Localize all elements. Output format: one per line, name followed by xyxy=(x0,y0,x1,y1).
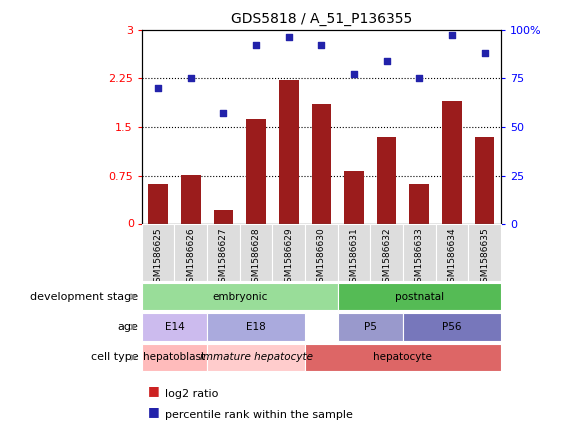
Bar xyxy=(312,104,331,224)
Bar xyxy=(240,224,272,281)
Text: postnatal: postnatal xyxy=(395,291,444,302)
Text: GSM1586630: GSM1586630 xyxy=(317,227,326,288)
Text: embryonic: embryonic xyxy=(212,291,267,302)
Text: GSM1586625: GSM1586625 xyxy=(153,227,163,288)
Bar xyxy=(338,224,371,281)
Text: GSM1586633: GSM1586633 xyxy=(415,227,424,288)
Point xyxy=(382,58,391,64)
Bar xyxy=(344,171,364,224)
Text: GSM1586634: GSM1586634 xyxy=(448,227,456,288)
Text: E14: E14 xyxy=(164,322,184,332)
Point xyxy=(349,71,358,78)
Bar xyxy=(305,344,501,371)
Bar xyxy=(338,313,403,341)
Text: development stage: development stage xyxy=(30,291,138,302)
Text: 0: 0 xyxy=(128,219,135,229)
Text: ■: ■ xyxy=(148,405,159,418)
Bar xyxy=(305,224,338,281)
Text: GSM1586632: GSM1586632 xyxy=(382,227,391,288)
Bar xyxy=(142,224,174,281)
Bar xyxy=(338,283,501,310)
Text: ■: ■ xyxy=(148,384,159,397)
Bar xyxy=(142,313,207,341)
Point xyxy=(251,42,261,49)
Point xyxy=(317,42,326,49)
Bar xyxy=(142,344,207,371)
Text: percentile rank within the sample: percentile rank within the sample xyxy=(165,410,353,420)
Bar xyxy=(207,313,305,341)
Bar xyxy=(475,137,494,224)
Text: hepatoblast: hepatoblast xyxy=(144,352,206,363)
Bar xyxy=(409,184,429,224)
Text: cell type: cell type xyxy=(91,352,138,363)
Bar xyxy=(272,224,305,281)
Bar xyxy=(174,224,207,281)
Text: age: age xyxy=(118,322,138,332)
Bar xyxy=(279,80,299,224)
Text: GSM1586627: GSM1586627 xyxy=(219,227,228,288)
Point xyxy=(284,34,294,41)
Bar xyxy=(371,224,403,281)
Title: GDS5818 / A_51_P136355: GDS5818 / A_51_P136355 xyxy=(230,12,412,26)
Text: GSM1586631: GSM1586631 xyxy=(350,227,358,288)
Bar xyxy=(435,224,468,281)
Point xyxy=(153,85,163,91)
Bar xyxy=(377,137,397,224)
Bar xyxy=(403,224,435,281)
Point xyxy=(480,49,489,56)
Bar xyxy=(442,101,461,224)
Point xyxy=(415,75,424,82)
Bar xyxy=(468,224,501,281)
Text: immature hepatocyte: immature hepatocyte xyxy=(200,352,313,363)
Text: GSM1586629: GSM1586629 xyxy=(284,227,293,288)
Point xyxy=(186,75,196,82)
Bar xyxy=(403,313,501,341)
Bar xyxy=(142,283,338,310)
Bar xyxy=(148,184,168,224)
Bar xyxy=(246,119,266,224)
Text: GSM1586628: GSM1586628 xyxy=(252,227,261,288)
Text: log2 ratio: log2 ratio xyxy=(165,389,218,399)
Text: E18: E18 xyxy=(246,322,266,332)
Text: GSM1586626: GSM1586626 xyxy=(186,227,195,288)
Bar xyxy=(207,224,240,281)
Text: hepatocyte: hepatocyte xyxy=(373,352,433,363)
Text: P5: P5 xyxy=(364,322,377,332)
Bar xyxy=(181,175,200,224)
Bar xyxy=(214,210,233,224)
Point xyxy=(447,32,456,39)
Text: GSM1586635: GSM1586635 xyxy=(480,227,489,288)
Text: P56: P56 xyxy=(442,322,461,332)
Bar xyxy=(207,344,305,371)
Point xyxy=(219,110,228,117)
